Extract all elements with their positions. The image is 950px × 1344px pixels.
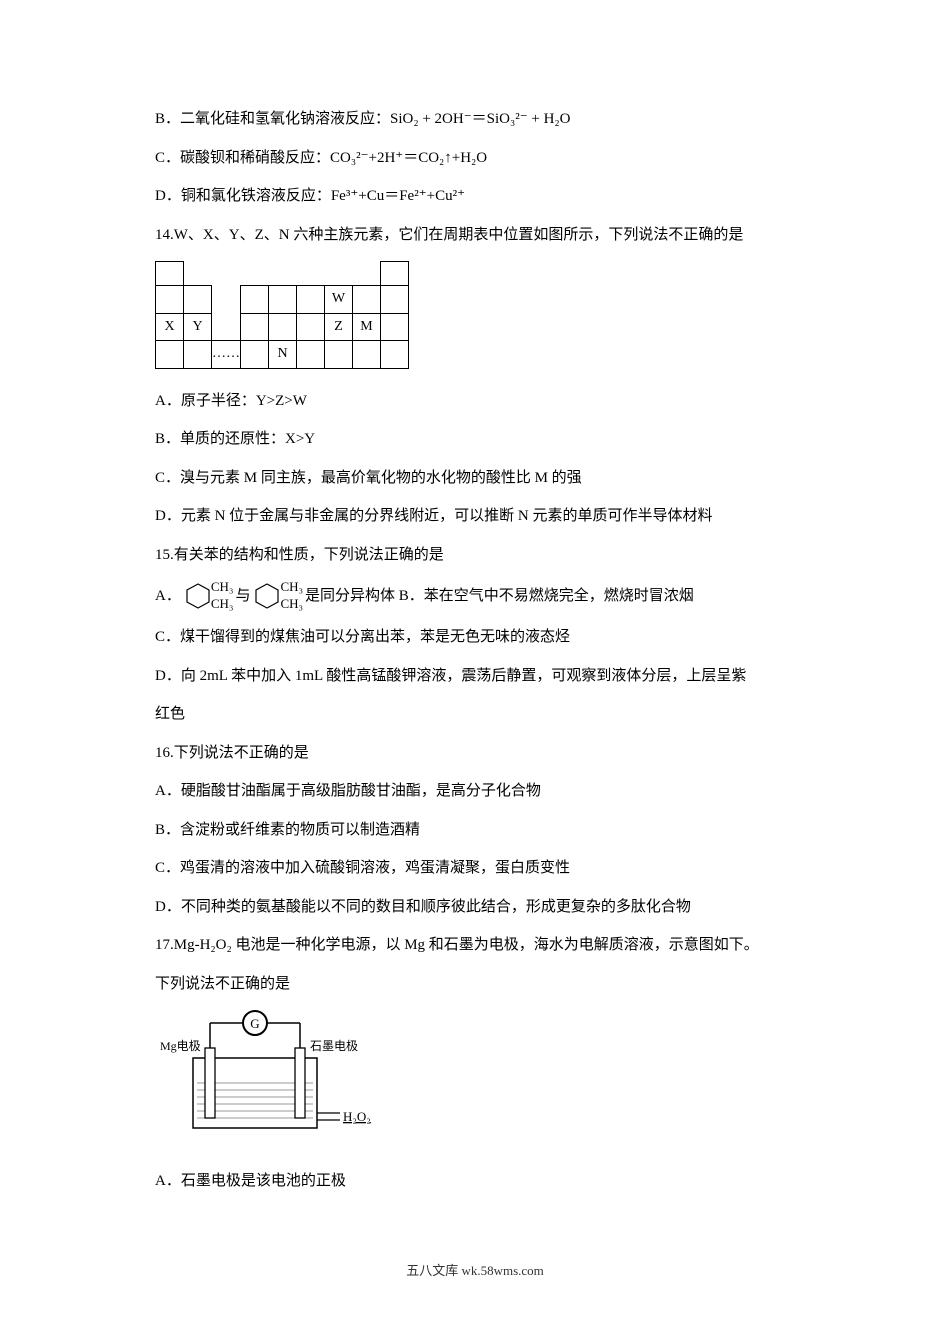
ch3-label-bot: CH₃ xyxy=(211,596,234,613)
cell-1-0 xyxy=(156,286,184,314)
q16-option-d: D．不同种类的氨基酸能以不同的数目和顺序彼此结合，形成更复杂的多肽化合物 xyxy=(155,893,795,922)
q16-option-a: A．硬脂酸甘油酯属于高级脂肪酸甘油酯，是高分子化合物 xyxy=(155,777,795,806)
q16-option-c: C．鸡蛋清的溶液中加入硫酸铜溶液，鸡蛋清凝聚，蛋白质变性 xyxy=(155,854,795,883)
cell-2-0: X xyxy=(156,313,184,341)
cell-3-2: …… xyxy=(212,341,241,369)
q15-option-d-line2: 红色 xyxy=(155,700,795,729)
q14-option-a: A．原子半径：Y>Z>W xyxy=(155,387,795,416)
q15-option-c: C．煤干馏得到的煤焦油可以分离出苯，苯是无色无味的液态烃 xyxy=(155,623,795,652)
cell-1-6: W xyxy=(325,286,353,314)
question-15: 15.有关苯的结构和性质，下列说法正确的是 xyxy=(155,541,795,570)
cell-3-1 xyxy=(184,341,212,369)
cell-0-8 xyxy=(381,262,409,286)
question-17-line1: 17.Mg-H₂O₂ 电池是一种化学电源，以 Mg 和石墨为电极，海水为电解质溶… xyxy=(155,931,795,960)
q15-a-join: 与 xyxy=(235,582,250,611)
cell-1-8 xyxy=(381,286,409,314)
cell-1-1 xyxy=(184,286,212,314)
q14-option-b: B．单质的还原性：X>Y xyxy=(155,425,795,454)
benzene-structure-2: CH₃ CH₃ xyxy=(252,579,303,613)
cell-1-3 xyxy=(241,286,269,314)
cell-1-5 xyxy=(297,286,325,314)
cell-2-5 xyxy=(297,313,325,341)
benzene-structure-1: CH₃ CH₃ xyxy=(183,579,234,613)
cell-0-0 xyxy=(156,262,184,286)
q15-option-a: A． CH₃ CH₃ 与 CH₃ CH₃ 是同分异构体 B．苯在空气中不易燃烧完… xyxy=(155,579,795,613)
cell-2-3 xyxy=(241,313,269,341)
q15-a-suffix: 是同分异构体 B．苯在空气中不易燃烧完全，燃烧时冒浓烟 xyxy=(305,582,694,611)
cell-1-7 xyxy=(353,286,381,314)
cell-3-6 xyxy=(325,341,353,369)
ch3-label-top: CH₃ xyxy=(280,579,303,596)
q16-option-b: B．含淀粉或纤维素的物质可以制造酒精 xyxy=(155,816,795,845)
q14-option-c: C．溴与元素 M 同主族，最高价氧化物的水化物的酸性比 M 的强 xyxy=(155,464,795,493)
cell-3-7 xyxy=(353,341,381,369)
cell-3-8 xyxy=(381,341,409,369)
q15-option-d-line1: D．向 2mL 苯中加入 1mL 酸性高锰酸钾溶液，震荡后静置，可观察到液体分层… xyxy=(155,662,795,691)
question-14: 14.W、X、Y、Z、N 六种主族元素，它们在周期表中位置如图所示，下列说法不正… xyxy=(155,221,795,250)
galvanometer-label: G xyxy=(250,1016,259,1031)
h2o2-label: H₂O₂ xyxy=(343,1109,371,1124)
q14-option-d: D．元素 N 位于金属与非金属的分界线附近，可以推断 N 元素的单质可作半导体材… xyxy=(155,502,795,531)
question-17-line2: 下列说法不正确的是 xyxy=(155,970,795,999)
option-c-text: C．碳酸钡和稀硝酸反应：CO₃²⁻+2H⁺＝CO₂↑+H₂O xyxy=(155,144,795,173)
cell-1-4 xyxy=(269,286,297,314)
cell-2-1: Y xyxy=(184,313,212,341)
q15-a-prefix: A． xyxy=(155,582,181,611)
periodic-table-fragment: W X Y Z M …… N xyxy=(155,261,409,369)
hexagon-icon xyxy=(252,581,282,611)
ch3-label-top: CH₃ xyxy=(211,579,234,596)
mg-electrode-label: Mg电极 xyxy=(160,1039,201,1053)
cell-3-3 xyxy=(241,341,269,369)
hexagon-icon xyxy=(183,581,213,611)
graphite-electrode-label: 石墨电极 xyxy=(310,1039,358,1053)
cell-2-6: Z xyxy=(325,313,353,341)
cell-2-7: M xyxy=(353,313,381,341)
q17-option-a: A．石墨电极是该电池的正极 xyxy=(155,1167,795,1196)
cell-3-5 xyxy=(297,341,325,369)
ch3-label-bot: CH₃ xyxy=(280,596,303,613)
option-d-text: D．铜和氯化铁溶液反应：Fe³⁺+Cu＝Fe²⁺+Cu²⁺ xyxy=(155,182,795,211)
cell-3-0 xyxy=(156,341,184,369)
cell-3-4: N xyxy=(269,341,297,369)
option-b-text: B．二氧化硅和氢氧化钠溶液反应：SiO₂ + 2OH⁻＝SiO₃²⁻ + H₂O xyxy=(155,105,795,134)
cell-2-8 xyxy=(381,313,409,341)
page-footer: 五八文库 wk.58wms.com xyxy=(0,1259,950,1284)
question-16: 16.下列说法不正确的是 xyxy=(155,739,795,768)
battery-diagram: G Mg电极 石墨电极 H₂O₂ xyxy=(155,1008,795,1149)
cell-2-4 xyxy=(269,313,297,341)
